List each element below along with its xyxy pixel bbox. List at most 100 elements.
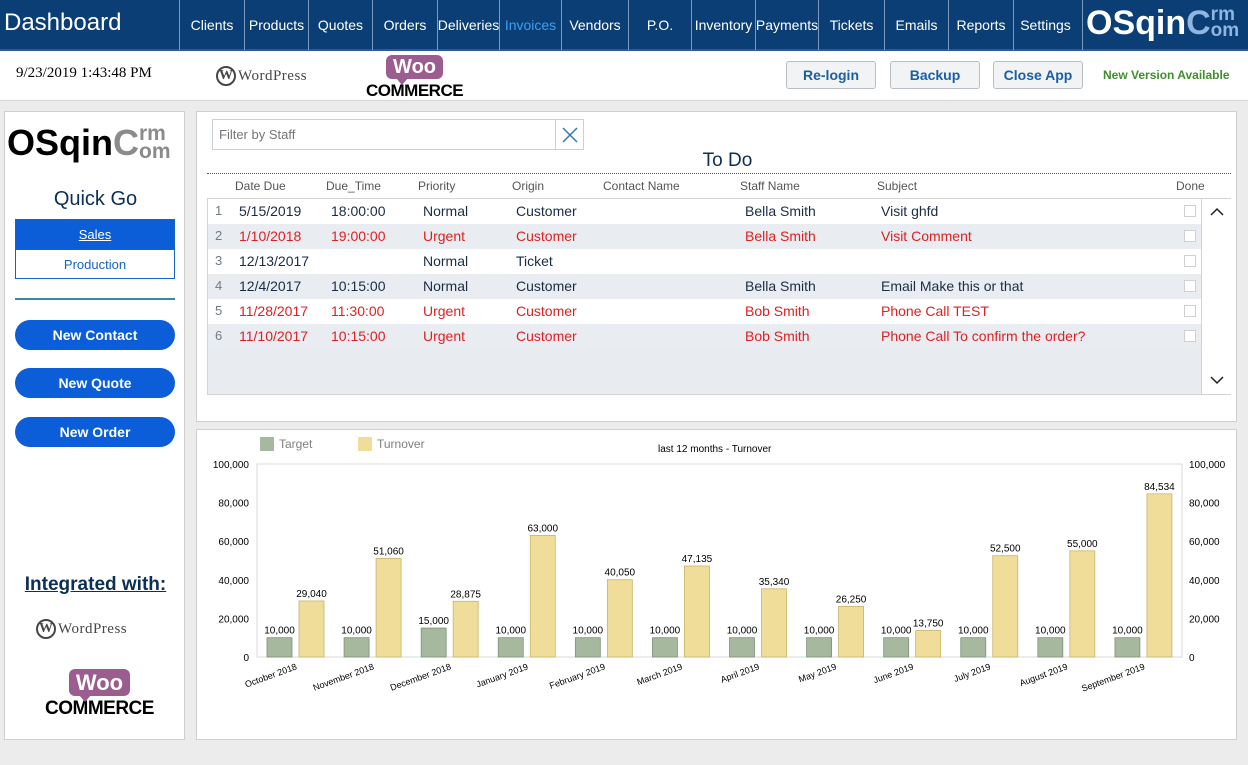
target-value-label: 15,000 bbox=[418, 616, 449, 627]
col-staff-name[interactable]: Staff Name bbox=[740, 179, 800, 193]
clear-filter-button[interactable] bbox=[555, 119, 584, 150]
col-priority[interactable]: Priority bbox=[418, 179, 456, 193]
scroll-down-button[interactable] bbox=[1202, 367, 1232, 393]
x-tick-label: August 2019 bbox=[1018, 661, 1069, 688]
turnover-value-label: 63,000 bbox=[527, 523, 558, 534]
row-subject: Phone Call TEST bbox=[881, 303, 989, 319]
grid-scrollbar[interactable] bbox=[1201, 199, 1231, 394]
todo-row[interactable]: 3 12/13/2017 Normal Ticket bbox=[208, 249, 1201, 274]
wordpress-icon: W bbox=[216, 66, 236, 86]
nav-vendors[interactable]: Vendors bbox=[561, 0, 628, 50]
row-priority: Normal bbox=[423, 203, 469, 219]
done-checkbox[interactable] bbox=[1184, 205, 1196, 217]
target-bar bbox=[806, 637, 832, 658]
target-bar bbox=[652, 637, 678, 658]
row-origin: Customer bbox=[516, 278, 577, 294]
x-tick-label: October 2018 bbox=[244, 661, 299, 689]
quick-go-tabs: Sales Production bbox=[15, 219, 175, 279]
col-date-due[interactable]: Date Due bbox=[235, 179, 286, 193]
new-order-button[interactable]: New Order bbox=[15, 417, 175, 447]
col-done[interactable]: Done bbox=[1176, 179, 1205, 193]
nav-quotes[interactable]: Quotes bbox=[308, 0, 372, 50]
target-value-label: 10,000 bbox=[650, 626, 681, 637]
nav-products[interactable]: Products bbox=[244, 0, 308, 50]
nav-tickets[interactable]: Tickets bbox=[818, 0, 884, 50]
nav-deliveries[interactable]: Deliveries bbox=[437, 0, 499, 50]
row-number: 4 bbox=[215, 278, 223, 293]
turnover-value-label: 28,875 bbox=[450, 589, 481, 600]
row-number: 3 bbox=[215, 253, 223, 268]
todo-grid: 1 5/15/2019 18:00:00 Normal Customer Bella Sm… bbox=[207, 198, 1231, 395]
y-tick-label-right: 100,000 bbox=[1189, 460, 1226, 471]
todo-row[interactable]: 4 12/4/2017 10:15:00 Normal Customer Bella Sm… bbox=[208, 274, 1201, 299]
row-staff-name: Bob Smith bbox=[745, 303, 810, 319]
nav-p-o[interactable]: P.O. bbox=[628, 0, 691, 50]
nav-emails[interactable]: Emails bbox=[884, 0, 948, 50]
tab-sales[interactable]: Sales bbox=[16, 220, 174, 249]
target-bar bbox=[343, 637, 370, 658]
done-checkbox[interactable] bbox=[1184, 305, 1196, 317]
row-number: 6 bbox=[215, 328, 223, 343]
close-app-button[interactable]: Close App bbox=[993, 61, 1083, 89]
new-version-link[interactable]: New Version Available bbox=[1103, 68, 1230, 82]
top-navigation-bar: Dashboard Clients Products Quotes Orders Del… bbox=[0, 0, 1248, 51]
row-priority: Normal bbox=[423, 278, 469, 294]
nav-orders[interactable]: Orders bbox=[372, 0, 437, 50]
todo-title: To Do bbox=[702, 150, 753, 171]
turnover-bar bbox=[298, 600, 325, 658]
todo-row[interactable]: 2 1/10/2018 19:00:00 Urgent Customer Bella Sm… bbox=[208, 224, 1201, 249]
row-origin: Customer bbox=[516, 303, 577, 319]
target-value-label: 10,000 bbox=[573, 626, 604, 637]
turnover-value-label: 35,340 bbox=[759, 577, 790, 588]
sidebar-commerce-text: COMMERCE bbox=[45, 698, 154, 719]
row-priority: Normal bbox=[423, 253, 469, 269]
new-quote-button[interactable]: New Quote bbox=[15, 368, 175, 398]
done-checkbox[interactable] bbox=[1184, 280, 1196, 292]
x-tick-label: April 2019 bbox=[719, 661, 761, 684]
col-subject[interactable]: Subject bbox=[877, 179, 918, 193]
done-checkbox[interactable] bbox=[1184, 255, 1196, 267]
col-origin[interactable]: Origin bbox=[512, 179, 545, 193]
new-contact-button[interactable]: New Contact bbox=[15, 320, 175, 350]
backup-button[interactable]: Backup bbox=[890, 61, 980, 89]
turnover-bar bbox=[375, 558, 402, 658]
col-contact-name[interactable]: Contact Name bbox=[603, 179, 680, 193]
y-tick-label-right: 40,000 bbox=[1189, 576, 1220, 587]
todo-row[interactable]: 1 5/15/2019 18:00:00 Normal Customer Bella Sm… bbox=[208, 199, 1201, 224]
wordpress-text: WordPress bbox=[238, 67, 308, 84]
tab-production[interactable]: Production bbox=[16, 249, 174, 278]
x-tick-label: February 2019 bbox=[548, 661, 606, 690]
turnover-bar-chart: 0 0 20,000 20,000 40,000 40,000 60,000 60,000 80… bbox=[213, 460, 1226, 694]
row-due-time: 10:15:00 bbox=[331, 328, 386, 344]
col-due-time[interactable]: Due_Time bbox=[326, 179, 381, 193]
y-tick-label-left: 20,000 bbox=[218, 614, 249, 625]
relogin-button[interactable]: Re-login bbox=[786, 61, 876, 89]
legend-target-swatch bbox=[260, 437, 274, 451]
row-date-due: 5/15/2019 bbox=[239, 203, 302, 219]
done-checkbox[interactable] bbox=[1184, 230, 1196, 242]
done-checkbox[interactable] bbox=[1184, 330, 1196, 342]
row-due-time: 18:00:00 bbox=[331, 203, 386, 219]
nav-clients[interactable]: Clients bbox=[179, 0, 244, 50]
turnover-bar bbox=[838, 605, 864, 658]
scroll-up-button[interactable] bbox=[1202, 199, 1232, 225]
todo-row[interactable]: 5 11/28/2017 11:30:00 Urgent Customer Bob Smi… bbox=[208, 299, 1201, 324]
turnover-chart-panel: Target Turnover last 12 months - Turnove… bbox=[196, 429, 1237, 740]
todo-row[interactable]: 6 11/10/2017 10:15:00 Urgent Customer Bob Smi… bbox=[208, 324, 1201, 349]
nav-inventory[interactable]: Inventory bbox=[691, 0, 755, 50]
row-origin: Ticket bbox=[516, 253, 553, 269]
y-tick-label-right: 20,000 bbox=[1189, 614, 1220, 625]
row-date-due: 11/10/2017 bbox=[239, 328, 309, 344]
nav-settings[interactable]: Settings bbox=[1013, 0, 1077, 50]
sidebar-logo-text: OSqin bbox=[7, 122, 113, 163]
filter-by-staff-input[interactable] bbox=[212, 119, 556, 150]
row-origin: Customer bbox=[516, 203, 577, 219]
plot-area bbox=[256, 463, 1183, 658]
turnover-value-label: 55,000 bbox=[1067, 539, 1098, 550]
turnover-value-label: 51,060 bbox=[373, 546, 404, 557]
y-tick-label-left: 100,000 bbox=[213, 460, 250, 471]
row-due-time: 10:15:00 bbox=[331, 278, 386, 294]
nav-reports[interactable]: Reports bbox=[948, 0, 1013, 50]
nav-invoices[interactable]: Invoices bbox=[499, 0, 561, 50]
nav-payments[interactable]: Payments bbox=[755, 0, 818, 50]
